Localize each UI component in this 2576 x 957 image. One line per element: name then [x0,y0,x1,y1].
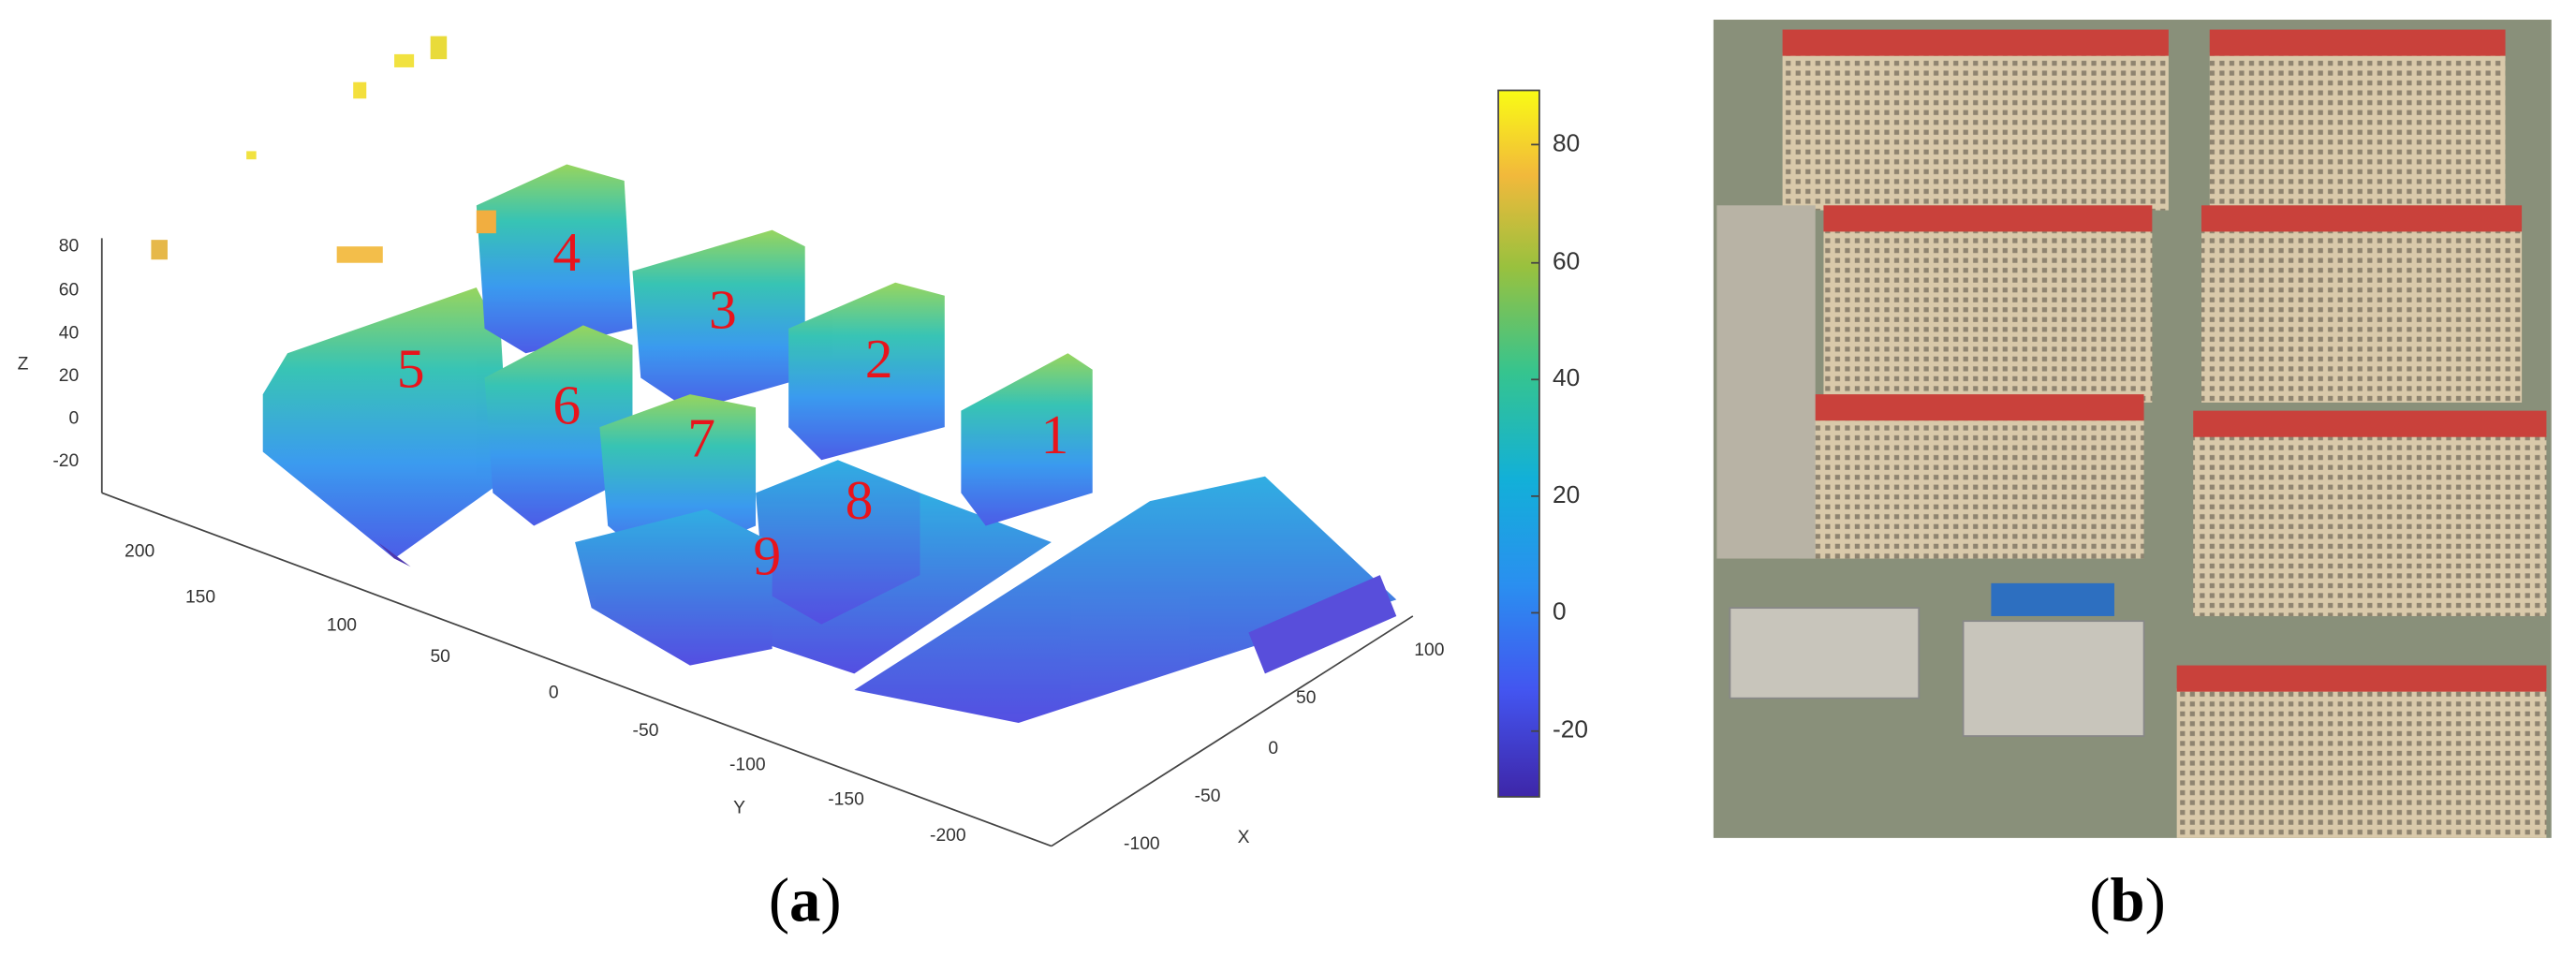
caption: (a) [769,867,842,935]
colorbar-tick-label: 60 [1553,247,1580,275]
colorbar-tick-label: 0 [1553,596,1567,625]
building-facade [1823,228,2153,403]
y-tick-label: 100 [327,616,357,636]
z-tick-label: 80 [59,236,79,256]
building-facade [2209,52,2506,211]
caption-part: ( [769,867,789,935]
y-axis-label: Y [733,798,745,817]
blue-roof [1991,582,2114,616]
building-roof [2193,410,2547,437]
colorbar-tick-label: 80 [1553,128,1580,156]
building-label: 3 [709,279,737,341]
x-tick-label: 50 [1296,688,1316,708]
colorbar-tick-label: 40 [1553,363,1580,391]
caption: (b) [2089,867,2165,935]
axes-3d [100,238,1414,847]
caption-part: ( [2089,867,2110,935]
building-facade [1799,417,2144,559]
z-tick-label: -20 [52,451,79,471]
building-label: 9 [753,525,781,587]
colorbar [1497,89,1540,798]
y-tick-label: 150 [185,588,215,608]
building-facade [2193,434,2547,616]
y-tick-label: -150 [828,790,864,810]
caption-part: a [789,867,820,935]
colorbar-tick-label: -20 [1553,715,1588,744]
x-tick-label: 100 [1414,640,1444,660]
aerial-photo [1713,20,2552,838]
building-label: 7 [687,406,715,468]
building-label: 4 [552,221,581,283]
building-roof [1799,394,2144,421]
building-facade [2176,688,2547,838]
z-tick-label: 60 [59,281,79,301]
low-building [1962,620,2145,737]
building-label: 8 [846,469,874,531]
z-tick-label: 40 [59,323,79,343]
x-axis [1051,615,1414,847]
z-tick-label: 0 [68,408,79,428]
building-label: 1 [1040,404,1068,465]
point-cloud [151,36,1397,723]
building-label: 2 [865,328,893,390]
building-roof [2176,665,2547,692]
building-label: 6 [552,374,581,435]
caption-part: b [2110,867,2144,935]
z-axis-label: Z [18,355,29,375]
x-tick-label: -50 [1195,787,1221,806]
x-tick-label: -100 [1124,834,1160,854]
y-axis [101,492,1052,847]
y-tick-label: -100 [729,756,766,775]
x-axis-label: X [1238,828,1250,847]
building-roof [1782,29,2169,56]
y-tick-label: 0 [549,683,559,702]
building-roof [1823,205,2153,232]
side-building [1716,205,1816,559]
building-label: 5 [397,338,425,400]
building-roof [2209,29,2506,56]
caption-part: ) [2145,867,2166,935]
y-tick-label: -200 [930,826,966,846]
building-roof [2201,205,2523,232]
building-facade [2201,228,2523,403]
x-tick-label: 0 [1268,739,1278,758]
building-facade [1782,52,2169,211]
low-building [1729,607,1921,699]
colorbar-tick-label: 20 [1553,480,1580,508]
z-tick-label: 20 [59,366,79,386]
y-tick-label: 200 [125,542,155,562]
y-tick-label: 50 [430,647,449,667]
y-tick-label: -50 [633,721,659,741]
caption-part: ) [820,867,841,935]
